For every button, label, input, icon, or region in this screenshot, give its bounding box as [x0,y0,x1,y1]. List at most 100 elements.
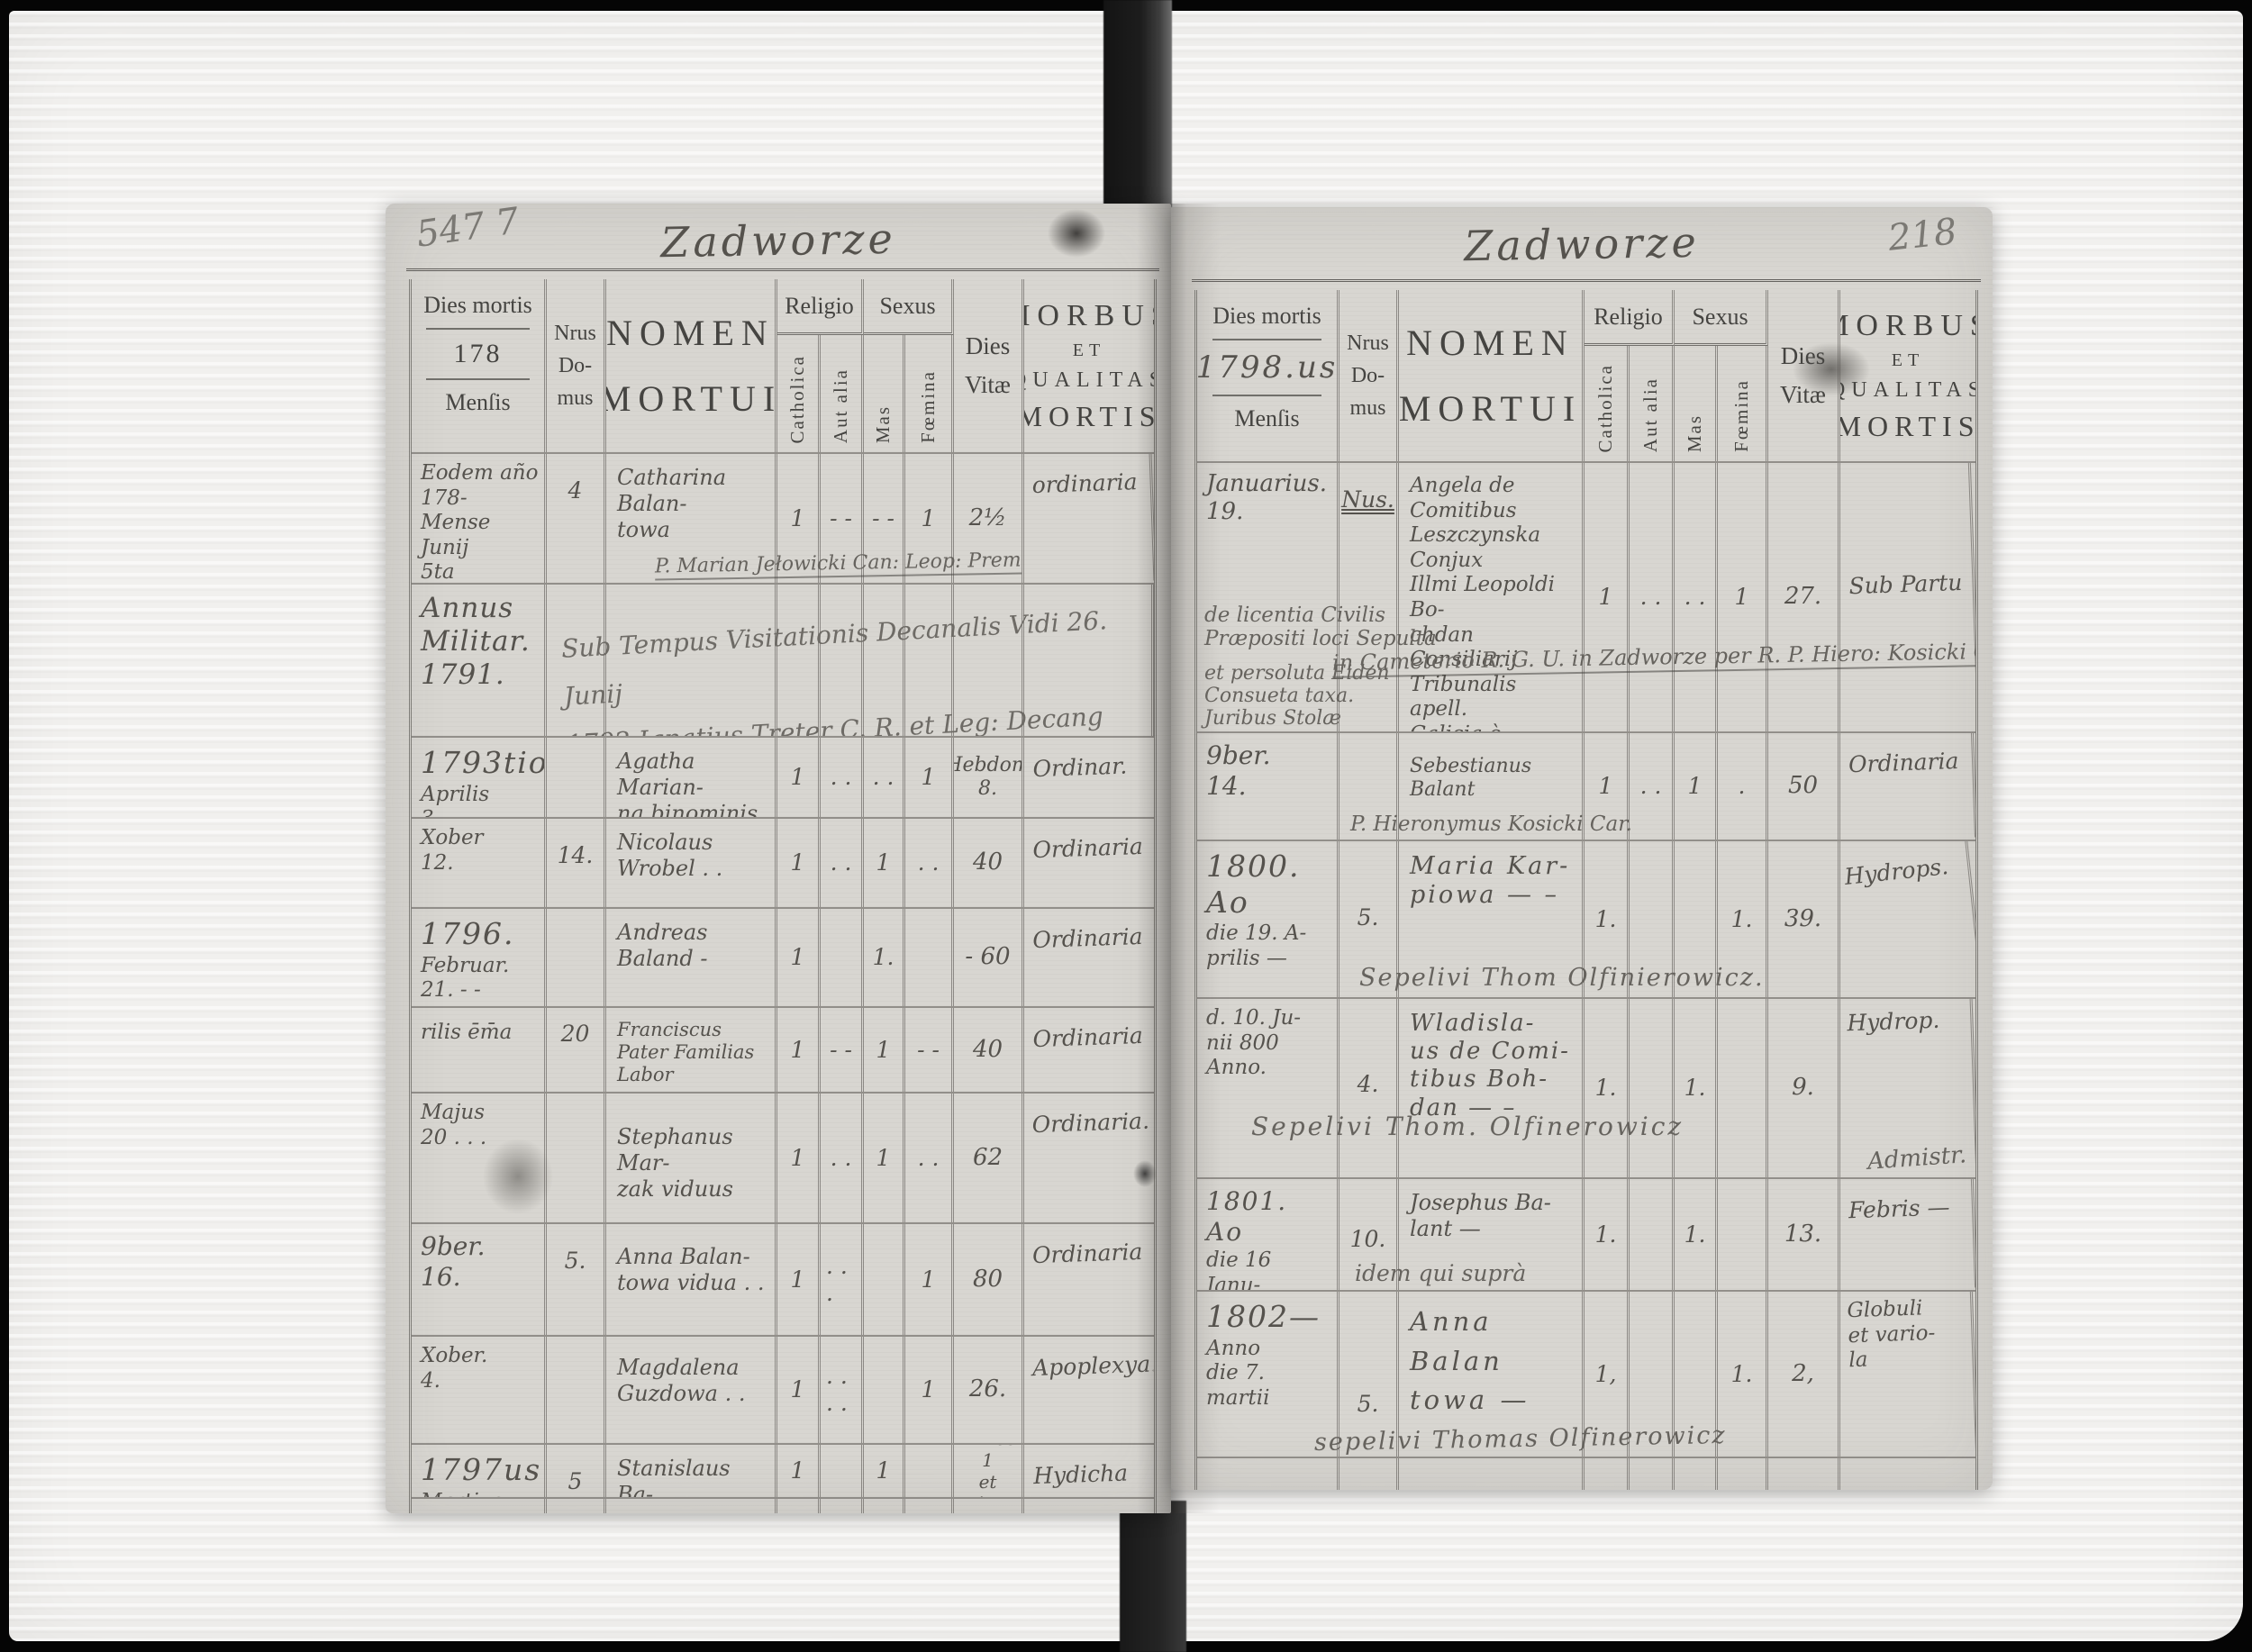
table-header: Dies mortis 1798.us Menſis Nrus Do- mus … [1197,290,1975,461]
cell-catholica: 1. [1585,1179,1630,1290]
cell-mas [1675,1292,1718,1457]
register-row: Eodem año 178- Mense Junij 5ta 4 Cathari… [412,452,1154,583]
header-rule [426,328,530,330]
mensis-text: die 16 Janu- arii — Sepelivi [1206,1248,1272,1290]
year-heading: 1802— [1206,1299,1321,1334]
cell-nrus-domus: Nus. [1339,463,1399,731]
col-header-religio: Religio [1585,290,1675,346]
cell-catholica: 1 [777,1224,821,1335]
empty-cell [1675,1458,1718,1490]
cell-nomen: Maria Kar- piowa — – [1399,841,1585,997]
cell-foemina: - - [905,1008,954,1092]
empty-cell [1718,1458,1768,1490]
cell-dies-vitae: 27. [1768,463,1840,731]
empty-cell [1339,1458,1399,1490]
empty-cell [905,1499,954,1513]
cell-nomen: Andreas Baland - [606,909,777,1006]
mensis-text: Aprilis 3. [421,782,490,817]
cell-catholica: 1 [777,738,821,817]
cell-mensis: 1797us Martius 31. [412,1445,547,1497]
cell-mas [864,1337,905,1443]
cell-catholica: 1. [1585,841,1630,997]
empty-cell [606,1499,777,1513]
cell-foemina [1718,1179,1768,1290]
col-header-aut-alia: Aut alia [821,335,864,452]
cell-nomen: Angela de Comitibus Leszczynska Conjux I… [1399,463,1585,731]
year-handwritten: 1798.us [1197,349,1339,386]
cell-mensis: Eodem año 178- Mense Junij 5ta [412,454,547,583]
cell-nomen: Wladisla- us de Comi- tibus Boh- dan — – [1399,999,1585,1177]
register-table-left: Dies mortis 178 Menſis Nrus Do- mus NOME… [406,268,1159,1513]
cell-morbus: Ordinaria [1031,1238,1143,1269]
cell-morbus: Apoplexya. [1031,1350,1154,1382]
nomen-label: NOMEN [606,313,775,353]
register-row: 1802— Anno die 7. martii 5. Anna Balan to… [1197,1290,1975,1457]
cell-foemina: 1 [905,1224,954,1335]
cell-nrus-domus [547,1094,606,1222]
register-table-right: Dies mortis 1798.us Menſis Nrus Do- mus … [1192,279,1981,1490]
cell-nomen: Agatha Marian- na binominis [606,738,777,817]
cell-catholica: 1 [777,909,821,1006]
cell-dies-vitae: Hebdom 8. [954,738,1024,817]
cell-aut-alia [821,909,864,1006]
cell-catholica [777,585,821,736]
burial-note: Sepelivi Thom. Olfinerowicz [1251,1112,1684,1141]
cell-morbus: Febris — [1838,1179,1975,1290]
cell-mensis: 9ber. 16. [412,1224,547,1335]
col-header-dies-mortis: Dies mortis 1798.us Menſis [1197,290,1339,461]
header-rule [1212,339,1321,340]
year-heading: 1800. Ao [1206,849,1301,920]
cell-foemina: 1 [905,738,954,817]
et-label: ET [1072,340,1106,360]
register-row: rilis ēm̄a 20 Franciscus Pater Familias … [412,1006,1154,1092]
cell-aut-alia [821,1445,864,1497]
col-header-mas: Mas [1675,346,1718,461]
col-header-catholica: Catholica [777,335,821,452]
cell-nrus-domus: 5. [547,1224,606,1335]
empty-cell [821,1499,864,1513]
cell-morbus: Hydicha [1032,1459,1129,1490]
cell-morbus: ordinaria [1022,454,1154,583]
cell-catholica: 1, [1585,1292,1630,1457]
aut-alia-label: Aut alia [830,368,851,443]
empty-row [412,1497,1154,1513]
cell-foemina: 1 [905,1337,954,1443]
cell-foemina [905,585,954,736]
cell-nomen: Stanislaus Ba- land Infans [606,1445,777,1497]
dies-mortis-label: Dies mortis [1212,303,1321,329]
cell-aut-alia [821,585,864,736]
cell-mensis: Januarius. 19. [1197,463,1339,731]
year-heading: 1801. Ao [1206,1186,1288,1247]
register-row: Xober. 4. Magdalena Guzdowa . . 1 . . . … [412,1335,1154,1443]
cell-aut-alia: . . [1630,733,1675,840]
cell-dies-vitae: 2½ [954,454,1024,583]
cell-catholica: 1. [1585,999,1630,1177]
register-page-right: 218 Zadworze Dies mortis 1798.us Menſis … [1171,207,1993,1490]
cell-foemina: 1 [1718,463,1768,731]
empty-cell [1024,1499,1154,1513]
cell-mas [1675,841,1718,997]
margin-note-licentia: de licentia Civilis Præpositi loci Sepul… [1204,604,1437,650]
cell-foemina: . . [905,819,954,907]
paper-grain [386,204,1171,1513]
qualitas-label: QUALITAS [1024,368,1154,392]
cell-nomen: Sebestianus Balant [1399,733,1585,840]
cell-mas: - - [864,454,905,583]
cell-nomen: Josephus Ba- lant — [1399,1179,1585,1290]
cell-nrus-domus [1339,733,1399,840]
empty-cell [1630,1458,1675,1490]
empty-row [1197,1457,1975,1490]
cell-dies-vitae: 62 [954,1094,1024,1222]
catholica-label: Catholica [786,354,808,443]
mortis-label: MORTIS [1024,399,1154,432]
cell-aut-alia: . . [821,819,864,907]
cell-nomen: Anna Balan- towa vidua . . [606,1224,777,1335]
cell-mas [864,1224,905,1335]
cell-foemina [905,1445,954,1497]
col-header-foemina: Fœmina [1718,346,1768,461]
empty-cell [1585,1458,1630,1490]
register-row: d. 10. Ju- nii 800 Anno. 4. Wladisla- us… [1197,997,1975,1177]
empty-cell [412,1499,547,1513]
